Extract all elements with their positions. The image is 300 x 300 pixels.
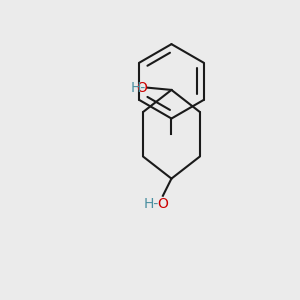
Text: H-: H-: [130, 81, 146, 94]
Text: O: O: [158, 197, 168, 211]
Text: H-: H-: [144, 197, 159, 211]
Text: O: O: [136, 81, 147, 94]
